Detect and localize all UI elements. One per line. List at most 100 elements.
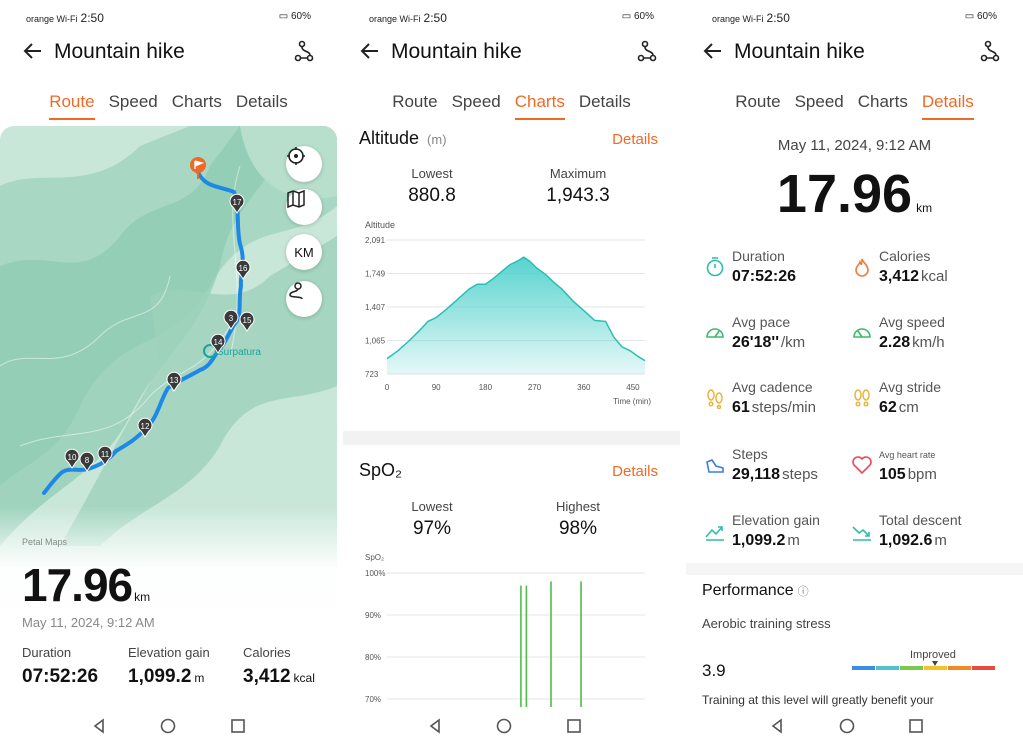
route-share-icon[interactable] bbox=[636, 40, 658, 62]
section-divider bbox=[686, 563, 1023, 575]
altitude-line bbox=[386, 256, 646, 362]
avg-stride-metric: Avg stride 62 cm bbox=[851, 379, 1001, 423]
altitude-axis-label: Altitude bbox=[365, 220, 395, 230]
training-stress-bar bbox=[852, 666, 995, 670]
level-pointer-icon bbox=[932, 661, 938, 666]
app-header: Mountain hike bbox=[0, 36, 337, 68]
svg-text:17: 17 bbox=[233, 198, 242, 207]
tab-speed[interactable]: Speed bbox=[108, 92, 158, 111]
tab-details[interactable]: Details bbox=[235, 92, 288, 111]
svg-text:10: 10 bbox=[68, 453, 77, 462]
y-tick-label: 80% bbox=[365, 653, 381, 662]
tab-route[interactable]: Route bbox=[49, 92, 95, 120]
tab-details[interactable]: Details bbox=[921, 92, 974, 120]
place-marker bbox=[203, 344, 217, 358]
svg-text:8: 8 bbox=[85, 456, 90, 465]
metric-label: Steps bbox=[732, 446, 768, 462]
y-tick-label: 100% bbox=[365, 569, 385, 578]
track-playback-button[interactable] bbox=[286, 281, 322, 317]
back-arrow-icon[interactable] bbox=[359, 40, 381, 62]
altitude-lowest: Lowest 880.8 bbox=[408, 166, 456, 206]
waypoint-marker[interactable]: 12 bbox=[137, 417, 153, 438]
training-zone-segment bbox=[948, 666, 971, 670]
map-provider: Petal Maps bbox=[22, 537, 68, 547]
spo2-axis-label: SpO₂ bbox=[365, 553, 384, 562]
system-nav-bar bbox=[343, 707, 680, 745]
aerobic-label: Aerobic training stress bbox=[702, 616, 831, 631]
tab-speed[interactable]: Speed bbox=[794, 92, 844, 111]
tab-charts[interactable]: Charts bbox=[514, 92, 565, 120]
tab-details[interactable]: Details bbox=[578, 92, 631, 111]
route-map[interactable]: Surpatura 17 16 3 15 14 13 12 11 10 8 KM bbox=[0, 126, 337, 716]
waypoint-marker[interactable]: 10 bbox=[64, 448, 80, 469]
metric-value: 105 bpm bbox=[879, 466, 937, 483]
status-bar: orange Wi-Fi 2:50 ▭ 60% bbox=[686, 9, 1023, 25]
locate-button[interactable] bbox=[286, 146, 322, 182]
map-layers-button[interactable] bbox=[286, 189, 322, 225]
waypoint-marker[interactable]: 11 bbox=[97, 445, 113, 466]
waypoint-marker[interactable]: 8 bbox=[79, 451, 95, 472]
nav-recents-icon[interactable] bbox=[907, 717, 925, 735]
waypoint-marker[interactable]: 16 bbox=[235, 259, 251, 280]
aerobic-value: 3.9 bbox=[702, 661, 726, 680]
calories-metric: Calories 3,412 kcal bbox=[851, 248, 1001, 292]
nav-home-icon[interactable] bbox=[495, 717, 513, 735]
y-tick-label: 1,065 bbox=[365, 337, 386, 346]
route-share-icon[interactable] bbox=[293, 40, 315, 62]
training-zone-segment bbox=[972, 666, 995, 670]
back-arrow-icon[interactable] bbox=[702, 40, 724, 62]
svg-text:14: 14 bbox=[214, 338, 223, 347]
tab-charts[interactable]: Charts bbox=[171, 92, 222, 111]
waypoint-marker[interactable]: 14 bbox=[210, 333, 226, 354]
performance-title: Performance ⓘ bbox=[702, 582, 809, 599]
back-arrow-icon[interactable] bbox=[22, 40, 44, 62]
info-icon[interactable]: ⓘ bbox=[797, 586, 809, 598]
waypoint-marker[interactable]: 15 bbox=[239, 311, 255, 332]
total-descent-metric: Total descent 1,092.6 m bbox=[851, 512, 1001, 556]
metric-value: 26'18''/km bbox=[732, 334, 806, 351]
waypoint-marker[interactable]: 3 bbox=[223, 309, 239, 330]
tab-route[interactable]: Route bbox=[735, 92, 781, 111]
km-marker-button[interactable]: KM bbox=[286, 234, 322, 270]
nav-back-icon[interactable] bbox=[426, 717, 444, 735]
spo2-details-link[interactable]: Details bbox=[612, 463, 658, 480]
waypoint-marker[interactable]: 13 bbox=[166, 371, 182, 392]
stride-icon bbox=[854, 389, 870, 407]
y-tick-label: 1,407 bbox=[365, 303, 386, 312]
nav-back-icon[interactable] bbox=[768, 717, 786, 735]
page-title: Mountain hike bbox=[54, 40, 185, 63]
clock: 2:50 bbox=[766, 11, 790, 25]
y-tick-label: 723 bbox=[365, 370, 379, 379]
nav-recents-icon[interactable] bbox=[565, 717, 583, 735]
training-zone-segment bbox=[876, 666, 899, 670]
avg-speed-metric: Avg speed 2.28 km/h bbox=[851, 314, 1001, 358]
descent-icon bbox=[852, 526, 871, 541]
app-header: Mountain hike bbox=[343, 36, 680, 68]
aerobic-status: Improved bbox=[910, 649, 956, 661]
nav-home-icon[interactable] bbox=[159, 717, 177, 735]
nav-back-icon[interactable] bbox=[90, 717, 108, 735]
route-share-icon[interactable] bbox=[979, 40, 1001, 62]
tab-charts[interactable]: Charts bbox=[857, 92, 908, 111]
altitude-details-link[interactable]: Details bbox=[612, 131, 658, 148]
activity-date: May 11, 2024, 9:12 AM bbox=[777, 137, 932, 154]
nav-home-icon[interactable] bbox=[838, 717, 856, 735]
metric-label: Calories bbox=[879, 248, 931, 264]
spo2-title: SpO₂ bbox=[359, 460, 403, 480]
spo2-highest: Highest 98% bbox=[555, 499, 601, 539]
altitude-title: Altitude (m) bbox=[359, 128, 447, 148]
tab-route[interactable]: Route bbox=[392, 92, 438, 111]
y-tick-label: 2,091 bbox=[365, 236, 386, 245]
place-label: Surpatura bbox=[217, 347, 261, 358]
clock: 2:50 bbox=[80, 11, 104, 25]
tab-speed[interactable]: Speed bbox=[451, 92, 501, 111]
training-zone-segment bbox=[900, 666, 923, 670]
flame-icon bbox=[855, 258, 869, 277]
status-bar: orange Wi-Fi 2:50 ▭ 60% bbox=[343, 9, 680, 25]
y-tick-label: 70% bbox=[365, 695, 381, 704]
metric-value: 1,099.2 m bbox=[732, 532, 800, 549]
nav-recents-icon[interactable] bbox=[229, 717, 247, 735]
locate-icon bbox=[287, 147, 305, 165]
duration-metric: Duration 07:52:26 bbox=[704, 248, 854, 292]
waypoint-marker[interactable]: 17 bbox=[229, 193, 245, 214]
